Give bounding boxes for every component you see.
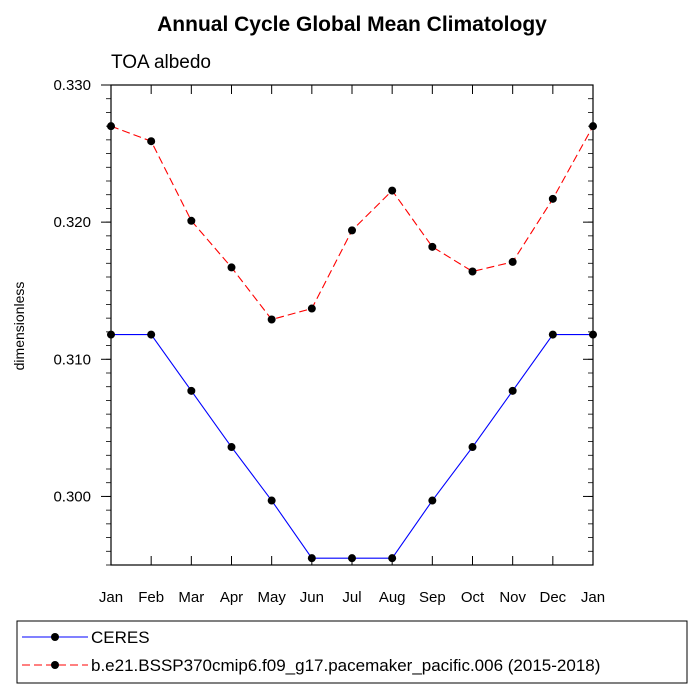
data-point-1 <box>548 330 557 339</box>
x-tick-label: Apr <box>220 589 243 606</box>
x-tick-label: Oct <box>461 589 485 606</box>
legend-box <box>16 620 688 684</box>
x-tick-label: Mar <box>178 589 204 606</box>
series-line-1 <box>111 334 593 559</box>
data-point-2 <box>348 226 356 235</box>
data-point-2 <box>307 304 316 313</box>
series-line-2 <box>110 125 594 321</box>
y-tick-label: 0.320 <box>53 214 91 231</box>
data-point-1 <box>107 330 115 339</box>
x-tick-label: Jul <box>342 589 361 606</box>
x-tick-label: Feb <box>138 589 164 606</box>
y-tick-label: 0.310 <box>53 351 91 368</box>
data-point-1 <box>227 443 236 452</box>
legend-marker-1 <box>51 633 59 641</box>
x-tick-label: May <box>257 589 286 606</box>
data-point-1 <box>267 496 276 505</box>
data-point-2 <box>227 263 236 272</box>
data-point-2 <box>107 122 115 131</box>
data-point-2 <box>589 122 597 131</box>
data-point-2 <box>508 257 517 266</box>
y-axis-label: dimensionless <box>11 282 27 371</box>
chart-title: Annual Cycle Global Mean Climatology <box>157 13 547 36</box>
data-point-2 <box>187 216 196 225</box>
data-point-1 <box>187 386 196 395</box>
x-tick-label: Dec <box>539 589 566 606</box>
data-point-1 <box>468 443 477 452</box>
data-point-2 <box>548 194 557 203</box>
legend-label-1: CERES <box>91 628 150 647</box>
data-point-1 <box>147 330 156 339</box>
data-point-1 <box>589 330 597 339</box>
data-point-1 <box>348 554 356 563</box>
data-point-1 <box>508 386 517 395</box>
x-tick-label: Nov <box>499 589 526 606</box>
plot-frame <box>110 84 594 566</box>
data-point-2 <box>388 186 397 195</box>
data-point-2 <box>147 137 156 146</box>
y-tick-label: 0.330 <box>53 77 91 94</box>
chart-subtitle: TOA albedo <box>111 52 211 73</box>
data-point-1 <box>428 496 437 505</box>
x-tick-label: Jan <box>99 589 123 606</box>
data-point-2 <box>468 267 477 276</box>
x-tick-label: Jun <box>300 589 324 606</box>
y-tick-label: 0.300 <box>53 488 91 505</box>
data-point-1 <box>307 554 316 563</box>
legend-label-2: b.e21.BSSP370cmip6.f09_g17.pacemaker_pac… <box>91 656 600 675</box>
x-tick-label: Aug <box>379 589 406 606</box>
data-point-2 <box>267 315 276 324</box>
legend-marker-2 <box>51 661 59 669</box>
x-tick-label: Jan <box>581 589 605 606</box>
data-point-1 <box>388 554 397 563</box>
x-tick-label: Sep <box>419 589 446 606</box>
data-point-2 <box>428 242 437 251</box>
